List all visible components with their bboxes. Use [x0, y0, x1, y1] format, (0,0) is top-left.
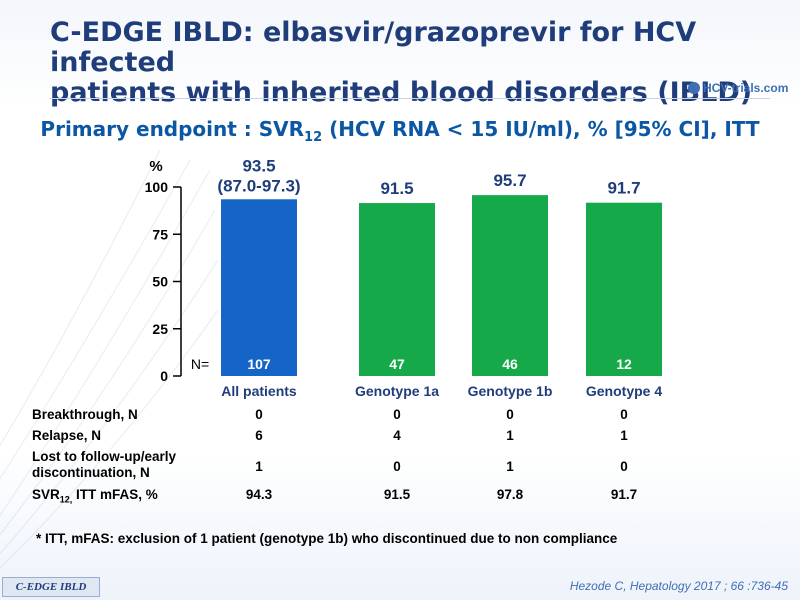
bar — [586, 202, 662, 376]
n-prefix-label: N= — [191, 356, 209, 372]
table-row-svr12-mfas: SVR12, ITT mFAS, % 94.3 91.5 97.8 91.7 — [32, 485, 732, 506]
study-tag: C-EDGE IBLD — [2, 577, 100, 597]
table-cell: 4 — [393, 428, 401, 443]
bar-chart: 0 25 50 75 100% 93.5 107 All patients 91.5 47 Geno… — [145, 156, 663, 399]
bar-ci-label: (87.0-97.3) — [217, 176, 300, 195]
table-cell: 1 — [255, 459, 263, 474]
table-cell: 1 — [506, 428, 514, 443]
title-line-1: C-EDGE IBLD: elbasvir/grazoprevir for HC… — [50, 17, 697, 78]
bar-value-label: 93.5 — [242, 156, 275, 175]
bar-n-label: 12 — [616, 356, 632, 372]
row-label: Lost to follow-up/early discontinuation,… — [32, 449, 176, 480]
x-category-label: All patients — [221, 383, 297, 399]
bar — [221, 199, 297, 376]
bar — [472, 195, 548, 376]
table-cell: 1 — [506, 459, 514, 474]
row-label: Relapse, N — [32, 428, 102, 443]
svr-label-prefix: SVR — [32, 487, 60, 502]
x-category-label: Genotype 4 — [586, 383, 662, 399]
bar-value-label: 95.7 — [493, 171, 526, 190]
table-cell: 0 — [393, 407, 401, 422]
table-cell: 6 — [255, 428, 263, 443]
table-row-breakthrough: Breakthrough, N 0 0 0 0 — [32, 405, 732, 426]
header-divider — [50, 98, 770, 99]
bar-value-label: 91.7 — [607, 179, 640, 198]
svr-label-subscript: 12, — [59, 494, 73, 505]
bar-value-label: 91.5 — [380, 179, 413, 198]
subtitle-subscript: 12 — [304, 130, 323, 145]
table-cell: 0 — [620, 459, 628, 474]
y-tick-label: 75 — [152, 226, 168, 242]
table-cell: 97.8 — [496, 487, 524, 502]
row-label: SVR12, ITT mFAS, % — [32, 487, 242, 508]
bar — [359, 203, 435, 376]
subtitle-prefix: Primary endpoint : SVR — [40, 117, 305, 141]
chart-subtitle: Primary endpoint : SVR12 (HCV RNA < 15 I… — [0, 117, 800, 145]
title-line-2: patients with inherited blood disorders … — [50, 77, 753, 108]
y-tick-label: 50 — [152, 274, 168, 290]
logo-text: HCV-trials.com — [703, 81, 789, 95]
outcome-table: Breakthrough, N 0 0 0 0 Relapse, N 6 4 1… — [32, 405, 732, 506]
table-cell: 0 — [255, 407, 263, 422]
y-tick-label: 25 — [152, 321, 168, 337]
y-tick-label: 100 — [145, 179, 169, 195]
table-cell: 1 — [620, 428, 628, 443]
table-cell: 0 — [393, 459, 401, 474]
bar-n-label: 46 — [502, 356, 518, 372]
x-category-label: Genotype 1b — [468, 383, 553, 399]
slide-title: C-EDGE IBLD: elbasvir/grazoprevir for HC… — [50, 18, 770, 108]
table-cell: 91.7 — [610, 487, 638, 502]
footnote: * ITT, mFAS: exclusion of 1 patient (gen… — [36, 531, 618, 546]
bar-n-label: 107 — [247, 356, 271, 372]
svr-label-suffix: ITT mFAS, % — [72, 487, 158, 502]
table-cell: 0 — [506, 407, 514, 422]
bar-n-label: 47 — [389, 356, 405, 372]
table-row-relapse: Relapse, N 6 4 1 1 — [32, 426, 732, 447]
table-cell: 94.3 — [245, 487, 273, 502]
subtitle-suffix: (HCV RNA < 15 IU/ml), % [95% CI], ITT — [322, 117, 760, 141]
x-category-label: Genotype 1a — [355, 383, 439, 399]
y-tick-label: 0 — [160, 368, 168, 384]
y-axis-unit-label: % — [149, 158, 162, 175]
citation: Hezode C, Hepatology 2017 ; 66 :736-45 — [569, 579, 788, 593]
hcv-trials-logo: HCV-trials.com — [688, 80, 788, 96]
table-cell: 0 — [620, 407, 628, 422]
logo-globe-icon — [688, 82, 700, 94]
row-label: Breakthrough, N — [32, 407, 138, 422]
table-cell: 91.5 — [383, 487, 411, 502]
table-row-lost-to-follow-up: Lost to follow-up/early discontinuation,… — [32, 447, 732, 485]
background-swirl-decoration — [0, 150, 219, 569]
